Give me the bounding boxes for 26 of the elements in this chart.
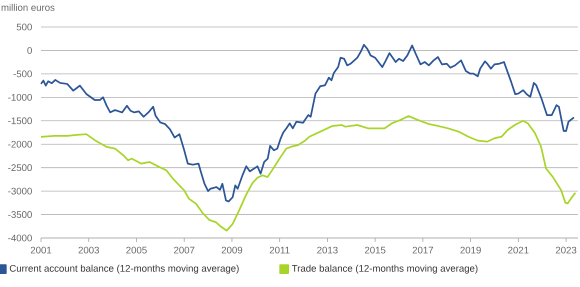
y-tick-label: -500 xyxy=(14,70,32,78)
line-series xyxy=(40,44,575,202)
y-tick-label: -1000 xyxy=(8,94,32,101)
x-tick-label: 2001 xyxy=(30,246,52,254)
x-tick-label: 2011 xyxy=(270,246,290,254)
x-tick-label: 2013 xyxy=(317,246,338,254)
y-tick-label: -2500 xyxy=(8,164,32,172)
x-tick-label: 2017 xyxy=(412,246,434,254)
x-tick-label: 2023 xyxy=(556,246,576,254)
legend-label: Current account balance (12-months moving average) xyxy=(10,264,239,274)
legend-label: Trade balance (12-months moving average) xyxy=(292,264,478,274)
x-tick-label: 2019 xyxy=(460,246,481,254)
y-tick-label: -3000 xyxy=(8,188,32,194)
x-tick-label: 2015 xyxy=(364,246,386,254)
x-tick-label: 2021 xyxy=(508,246,529,254)
y-tick-label: 0 xyxy=(27,47,32,54)
x-tick-label: 2003 xyxy=(78,246,99,254)
y-tick-label: -3500 xyxy=(8,211,32,218)
y-tick-label: -2000 xyxy=(8,140,32,148)
x-tick-label: 2007 xyxy=(174,246,194,254)
x-tick-label: 2009 xyxy=(222,246,242,254)
y-tick-label: -4000 xyxy=(8,234,32,242)
y-tick-label: 500 xyxy=(16,24,32,30)
y-tick-label: -1500 xyxy=(8,117,32,124)
x-tick-label: 2005 xyxy=(126,246,147,254)
y-axis-title: million euros xyxy=(2,4,55,11)
